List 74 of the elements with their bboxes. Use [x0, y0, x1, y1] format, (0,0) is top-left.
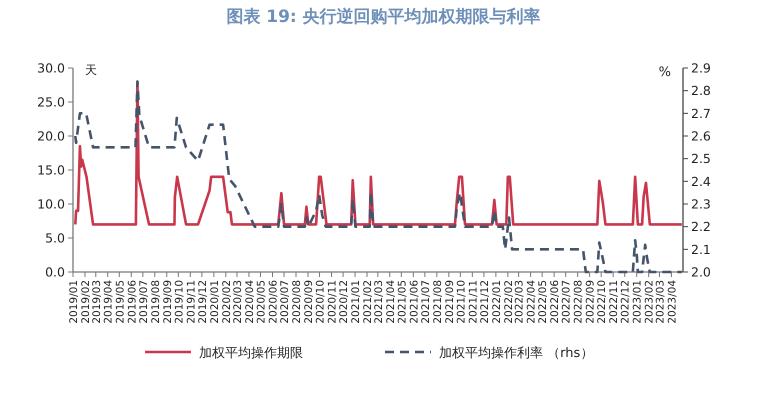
x-tick-label: 2019/08 — [150, 280, 162, 324]
x-tick-label: 2020/12 — [338, 280, 350, 324]
x-tick-label: 2020/04 — [244, 280, 256, 324]
y-axis-title: 天 — [85, 63, 97, 77]
x-tick-label: 2019/02 — [80, 280, 92, 324]
x-tick-label: 2020/07 — [279, 280, 292, 324]
y2-tick-label: 2.8 — [691, 83, 711, 98]
y2-tick-label: 2.4 — [691, 174, 711, 189]
x-tick-label: 2023/04 — [666, 280, 678, 324]
x-tick-label: 2021/12 — [478, 280, 491, 324]
x-tick-label: 2022/11 — [608, 280, 620, 324]
x-tick-label: 2021/01 — [350, 280, 362, 324]
x-tick-label: 2020/10 — [314, 280, 327, 324]
x-tick-label: 2020/05 — [256, 280, 268, 324]
x-tick-label: 2020/02 — [220, 280, 233, 324]
y2-tick-label: 2.0 — [691, 264, 711, 280]
x-tick-label: 2023/03 — [654, 280, 666, 324]
x-tick-label: 2023/02 — [644, 280, 656, 324]
x-tick-label: 2019/06 — [126, 280, 138, 324]
y2-tick-label: 2.3 — [691, 196, 711, 212]
x-tick-label: 2021/09 — [444, 280, 456, 324]
y-tick-label: 0.0 — [45, 264, 66, 280]
x-tick-label: 2020/11 — [326, 280, 339, 324]
y-tick-label: 20.0 — [37, 128, 66, 144]
x-tick-label: 2020/08 — [291, 280, 304, 324]
x-tick-label: 2022/05 — [537, 280, 550, 324]
x-tick-label: 2022/07 — [560, 280, 573, 324]
y2-tick-label: 2.5 — [691, 151, 711, 166]
legend-label: 加权平均操作期限 — [199, 346, 303, 361]
y2-tick-label: 2.1 — [691, 242, 711, 257]
x-tick-label: 2021/05 — [396, 280, 408, 324]
x-tick-label: 2021/03 — [372, 280, 385, 324]
y2-tick-label: 2.7 — [691, 106, 711, 121]
x-tick-label: 2022/12 — [620, 280, 632, 324]
x-tick-label: 2022/09 — [584, 280, 597, 324]
y2-tick-label: 2.9 — [691, 60, 711, 76]
x-tick-label: 2023/01 — [632, 280, 644, 324]
y2-tick-label: 2.2 — [691, 219, 711, 234]
x-tick-label: 2021/04 — [384, 280, 397, 324]
y-tick-label: 10.0 — [37, 196, 66, 212]
x-tick-label: 2019/01 — [68, 280, 80, 324]
x-tick-label: 2022/03 — [514, 280, 526, 324]
x-tick-label: 2020/01 — [208, 280, 221, 324]
x-tick-label: 2019/04 — [102, 280, 115, 324]
x-tick-label: 2020/03 — [232, 280, 244, 324]
x-tick-label: 2019/09 — [162, 280, 174, 324]
y2-axis-title: % — [658, 65, 671, 80]
x-tick-label: 2021/11 — [467, 280, 480, 324]
x-tick-label: 2022/04 — [526, 280, 538, 324]
chart-title: 图表 19: 央行逆回购平均加权期限与利率 — [226, 7, 541, 27]
x-tick-label: 2022/02 — [502, 280, 515, 324]
x-tick-label: 2022/06 — [549, 280, 562, 324]
x-tick-label: 2022/10 — [596, 280, 608, 324]
x-tick-label: 2021/07 — [420, 280, 432, 324]
x-tick-label: 2019/05 — [114, 280, 126, 324]
y-tick-label: 5.0 — [45, 230, 66, 246]
x-tick-label: 2019/07 — [138, 280, 150, 324]
x-tick-label: 2021/02 — [362, 280, 374, 324]
x-tick-label: 2020/06 — [267, 280, 280, 324]
y-tick-label: 15.0 — [37, 162, 66, 178]
x-tick-label: 2021/08 — [432, 280, 444, 324]
y-tick-label: 25.0 — [37, 94, 66, 110]
x-tick-label: 2019/12 — [196, 280, 209, 324]
x-tick-label: 2022/01 — [490, 280, 503, 324]
legend-label: 加权平均操作利率 （rhs） — [439, 345, 594, 361]
x-tick-label: 2020/09 — [302, 280, 315, 324]
x-tick-label: 2019/03 — [90, 280, 103, 324]
y-tick-label: 30.0 — [37, 60, 66, 76]
x-tick-label: 2022/08 — [572, 280, 585, 324]
x-tick-label: 2019/10 — [173, 280, 186, 324]
x-tick-label: 2021/06 — [408, 280, 420, 324]
y2-tick-label: 2.6 — [691, 128, 711, 144]
x-tick-label: 2019/11 — [185, 280, 198, 324]
x-tick-label: 2021/10 — [455, 280, 468, 324]
